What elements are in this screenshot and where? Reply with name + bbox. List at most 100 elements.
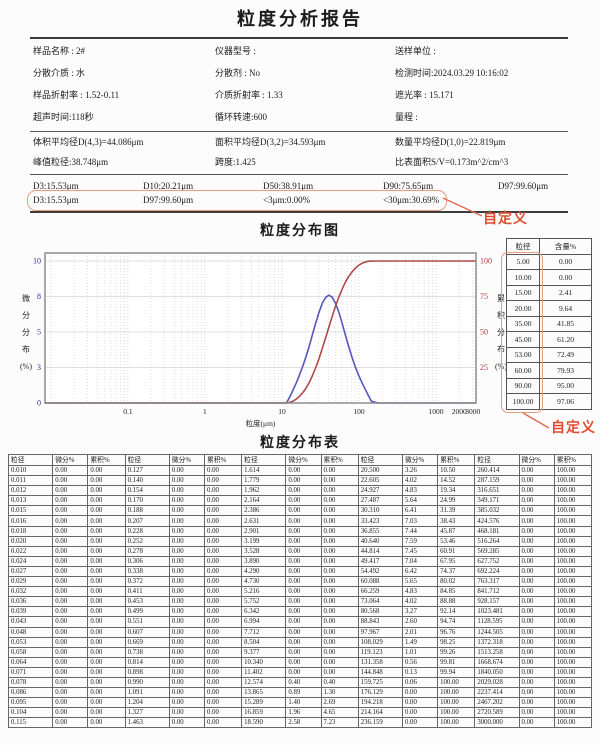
cumulative-table: 粒径 含量% 5.00 0.00 10.00 0.00 15.00 2.41 20.00 9.64… [506, 238, 592, 410]
divider [30, 174, 568, 175]
svg-text:粒度(μm): 粒度(μm) [246, 418, 276, 428]
chart-title: 粒度分布图 [260, 224, 340, 239]
svg-text:分: 分 [497, 328, 505, 337]
table-row: 0.058 0.00 0.00 0.738 0.00 0.00 9.377 0.00 0.00 1… [7, 646, 593, 658]
table-row: 15.00 2.41 [506, 284, 592, 301]
field-text: 面积平均径D(3,2)=34.593μm [215, 137, 326, 147]
table-row: 0.043 0.00 0.00 0.551 0.00 0.00 6.994 0.00 0.00 8… [7, 616, 593, 628]
table-row: 0.071 0.00 0.00 0.898 0.00 0.00 11.402 0.00 0.00… [7, 666, 593, 678]
column-header: 微分% [518, 454, 555, 466]
table-row: 0.016 0.00 0.00 0.207 0.00 0.00 2.631 0.00 0.00 3… [7, 515, 593, 527]
column-header: 含量% [539, 238, 592, 255]
column-header: 累积% [553, 454, 593, 466]
table-row: 0.029 0.00 0.00 0.372 0.00 0.00 4.730 0.00 0.00 6… [7, 576, 593, 588]
table-row: 0.020 0.00 0.00 0.252 0.00 0.00 3.199 0.00 0.00 4… [7, 535, 593, 547]
svg-text:3: 3 [37, 363, 41, 372]
divider [30, 37, 568, 39]
custom-values-row: D3:15.53μm D97:99.60μm <3μm:0.00% <30μm:30.… [33, 195, 573, 205]
svg-text:75: 75 [480, 292, 488, 301]
table-row: 0.095 0.00 0.00 1.204 0.00 0.00 15.289 1.40 2.69… [7, 697, 593, 709]
field-text: 分散介质 : 水 [33, 68, 86, 78]
table-row: 45.00 61.20 [506, 331, 592, 348]
table-row: 0.013 0.00 0.00 0.170 0.00 0.00 2.164 0.00 0.00 2… [7, 495, 593, 507]
cumulative-table-panel: 粒径 含量% 5.00 0.00 10.00 0.00 15.00 2.41 20.00 9.64… [501, 238, 592, 413]
svg-text:累: 累 [497, 294, 505, 303]
column-header: 微分% [401, 454, 439, 466]
table-row: 100.00 97.06 [506, 393, 592, 410]
svg-text:10: 10 [278, 407, 286, 416]
field-text: 检测时间:2024.03.29 10:16:02 [395, 68, 509, 78]
table-row: 20.00 9.64 [506, 300, 592, 317]
callout-line [522, 412, 550, 429]
field-text: <3μm:0.00% [263, 195, 311, 205]
table-row: 0.104 0.00 0.00 1.327 0.00 0.00 16.859 1.96 4.65… [7, 707, 593, 719]
column-header: 粒径 [7, 454, 54, 466]
field-text: <30μm:30.69% [383, 195, 440, 205]
svg-text:8: 8 [37, 292, 41, 301]
field-text: 量程 : [395, 112, 418, 122]
table-row: 0.032 0.00 0.00 0.411 0.00 0.00 5.216 0.00 0.00 6… [7, 586, 593, 598]
report-title: 粒度分析报告 [237, 9, 363, 29]
field-text: 超声时间:118秒 [33, 112, 94, 122]
distribution-table: 粒径 微分% 累积% 粒径 微分% 累积% 粒径 微分% 累积% 粒径 微分% 累积% 粒径 微分% 累积%… [7, 454, 593, 729]
svg-text:10: 10 [33, 257, 41, 266]
column-header: 微分% [52, 454, 89, 466]
svg-text:100: 100 [480, 257, 492, 266]
field-text: D3:15.53μm [33, 181, 79, 191]
table-row: 10.00 0.00 [506, 269, 592, 286]
svg-text:50: 50 [480, 328, 488, 337]
field-text: 体积平均径D(4,3)=44.086μm [33, 137, 144, 147]
column-header: 微分% [285, 454, 322, 466]
column-header: 粒径 [241, 454, 287, 466]
sample-info-grid: 样品名称 : 2# 仪器型号 : 送样单位 : 分散介质 : 水 分散剂 : No 检测时… [33, 44, 577, 132]
table-row: 0.015 0.00 0.00 0.188 0.00 0.00 2.386 0.00 0.00 3… [7, 505, 593, 517]
table-row: 5.00 0.00 [506, 253, 592, 270]
column-header: 粒径 [474, 454, 520, 466]
svg-text:1: 1 [203, 407, 207, 416]
svg-text:1000: 1000 [429, 407, 444, 416]
field-text: D97:99.60μm [143, 195, 194, 205]
column-header: 累积% [320, 454, 359, 466]
table-row: 0.012 0.00 0.00 0.154 0.00 0.00 1.962 0.00 0.00 2… [7, 485, 593, 497]
table-row: 0.024 0.00 0.00 0.306 0.00 0.00 3.890 0.00 0.00 4… [7, 555, 593, 567]
column-header: 累积% [437, 454, 476, 466]
svg-text:分: 分 [22, 311, 30, 320]
svg-text:25: 25 [480, 363, 488, 372]
svg-text:100: 100 [353, 407, 365, 416]
svg-text:微: 微 [22, 293, 30, 303]
column-header: 累积% [87, 454, 126, 466]
table-row: 0.053 0.00 0.00 0.669 0.00 0.00 8.504 0.00 0.00 1… [7, 636, 593, 648]
table-row: 60.00 79.93 [506, 362, 592, 379]
table-row: 0.048 0.00 0.00 0.607 0.00 0.00 7.712 0.00 0.00 9… [7, 626, 593, 638]
custom-row-highlight-box [27, 190, 447, 211]
field-text: 仪器型号 : [215, 46, 256, 56]
column-header: 粒径 [357, 454, 403, 466]
table-row: 0.115 0.00 0.00 1.463 0.00 0.00 18.590 2.58 7.23… [7, 717, 593, 729]
svg-text:0.1: 0.1 [123, 407, 133, 416]
column-header: 粒径 [506, 238, 540, 255]
d-values-row: D3:15.53μm D10:20.21μm D50:38.91μm D90:75.6… [33, 181, 573, 191]
table-row: 0.027 0.00 0.00 0.338 0.00 0.00 4.290 0.00 0.00 5… [7, 565, 593, 578]
table-row: 0.010 0.00 0.00 0.127 0.00 0.00 1.614 0.00 0.00 2… [7, 464, 593, 477]
field-text: D50:38.91μm [263, 181, 314, 191]
svg-text:布: 布 [22, 344, 30, 354]
table-row: 0.086 0.00 0.00 1.091 0.00 0.00 13.865 0.89 1.30… [7, 687, 593, 699]
field-text: D3:15.53μm [33, 195, 79, 205]
table-row: 35.00 41.85 [506, 315, 592, 332]
field-text: 分散剂 : No [215, 68, 261, 78]
field-text: D97:99.60μm [498, 181, 549, 191]
divider [30, 211, 568, 213]
column-header: 微分% [168, 454, 205, 466]
table-row: 0.039 0.00 0.00 0.499 0.00 0.00 6.342 0.00 0.00 8… [7, 606, 593, 618]
field-text: D90:75.65μm [383, 181, 434, 191]
table-row: 0.078 0.00 0.00 0.990 0.00 0.00 12.574 0.40 0.40… [7, 676, 593, 689]
svg-text:5: 5 [37, 328, 41, 337]
custom-annotation-2: 自定义 [551, 421, 596, 436]
table-row: 0.036 0.00 0.00 0.453 0.00 0.00 5.752 0.00 0.00 7… [7, 596, 593, 608]
divider [30, 131, 568, 132]
table-row: 0.011 0.00 0.00 0.140 0.00 0.00 1.779 0.00 0.00 2… [7, 475, 593, 487]
field-text: 峰值粒径:38.748μm [33, 157, 109, 167]
summary-grid: 体积平均径D(4,3)=44.086μm 面积平均径D(3,2)=34.593μm… [33, 135, 577, 175]
